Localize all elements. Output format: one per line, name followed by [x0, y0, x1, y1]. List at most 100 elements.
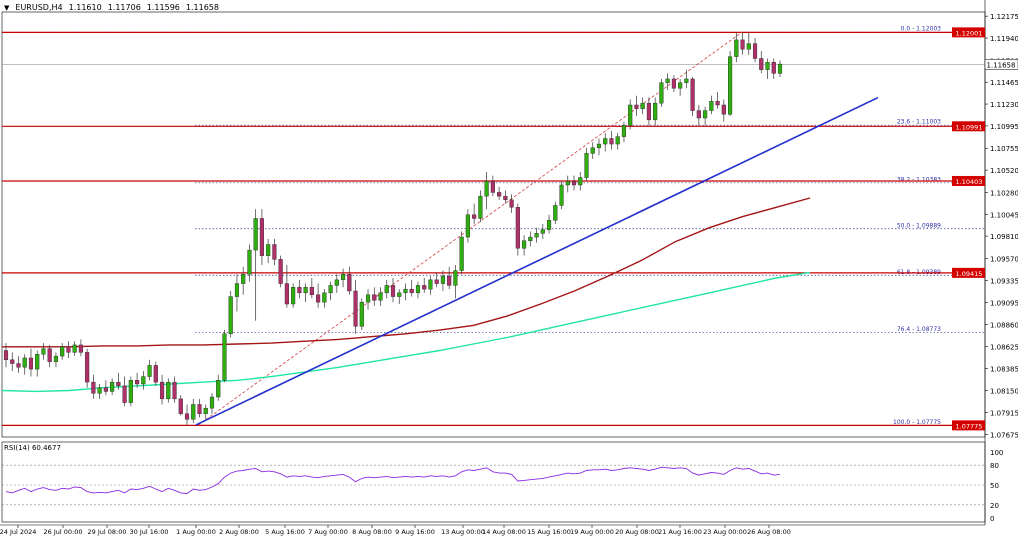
- open-value: 1.11610: [68, 3, 102, 12]
- candle-body: [91, 381, 96, 394]
- x-tick-label: 5 Aug 16:00: [265, 528, 305, 536]
- candle-body: [216, 380, 221, 398]
- candle-body: [28, 357, 34, 370]
- candle-body: [472, 214, 477, 219]
- rsi-panel-frame: [1, 441, 986, 523]
- candle-body: [66, 346, 71, 353]
- candle-body: [153, 365, 158, 383]
- candle-body: [403, 288, 408, 294]
- y-tick-label: 1.10520: [990, 167, 1018, 175]
- candle-body: [721, 104, 726, 115]
- x-tick-label: 1 Aug 00:00: [176, 528, 216, 536]
- candle-body: [78, 344, 83, 353]
- candle-body: [278, 259, 283, 284]
- candle-body: [440, 275, 446, 284]
- candle-body: [122, 385, 127, 403]
- high-value: 1.11706: [107, 3, 141, 12]
- candle-body: [284, 283, 289, 305]
- candle-body: [309, 287, 314, 295]
- x-tick-label: 24 Jul 2024: [0, 528, 36, 536]
- candle-body: [97, 387, 102, 394]
- fib-level-label: 23.6 - 1.11003: [897, 119, 941, 126]
- candle-body: [497, 192, 502, 197]
- y-tick-label: 1.07915: [990, 409, 1018, 417]
- rsi-tick-label: 20: [990, 502, 999, 510]
- candle-body: [184, 413, 190, 420]
- candle-body: [197, 404, 202, 414]
- rsi-tick-label: 0: [990, 515, 994, 523]
- candle-body: [234, 283, 240, 297]
- y-tick-label: 1.10280: [990, 189, 1018, 197]
- current-price-tag-label: 1.11658: [987, 61, 1016, 69]
- y-tick-label: 1.11465: [990, 79, 1018, 87]
- x-tick-label: 26 Jul 00:00: [44, 528, 83, 536]
- x-tick-label: 30 Jul 16:00: [130, 528, 169, 536]
- horizontal-level-tag: [952, 420, 985, 431]
- candle-body: [60, 346, 65, 357]
- candle-body: [752, 43, 758, 59]
- x-tick-label: 20 Aug 08:00: [615, 528, 659, 536]
- candle-body: [103, 387, 108, 392]
- candle-body: [35, 354, 40, 370]
- candle-body: [659, 82, 664, 104]
- y-tick-label: 1.09570: [990, 255, 1018, 263]
- rsi-tick-label: 100: [990, 449, 1003, 457]
- dropdown-triangle-icon[interactable]: ▼: [4, 3, 10, 12]
- candle-body: [515, 207, 520, 249]
- candle-body: [759, 58, 764, 70]
- candle-body: [590, 147, 595, 154]
- candle-body: [690, 78, 695, 111]
- candle-body: [509, 199, 514, 208]
- candle-body: [253, 218, 258, 251]
- candle-body: [565, 181, 570, 186]
- candle-body: [203, 407, 208, 414]
- candle-body: [372, 294, 377, 301]
- symbol-name: EURUSD,H4: [15, 3, 63, 12]
- fib-anchor-line: [197, 31, 743, 426]
- candle-body: [609, 138, 614, 145]
- candle-body: [484, 181, 489, 197]
- candle-body: [703, 110, 708, 119]
- candle-body: [453, 270, 458, 286]
- x-tick-label: 8 Aug 08:00: [352, 528, 392, 536]
- candle-body: [328, 285, 333, 294]
- fib-level-label: 50.0 - 1.09889: [897, 222, 941, 229]
- candle-body: [297, 287, 302, 294]
- candle-body: [378, 292, 383, 301]
- fib-level-label: 100.0 - 1.07775: [893, 419, 941, 426]
- y-tick-label: 1.10995: [990, 123, 1018, 131]
- symbol-header: ▼ EURUSD,H4 1.11610 1.11706 1.11596 1.11…: [4, 3, 219, 12]
- x-tick-label: 23 Aug 00:00: [703, 528, 747, 536]
- y-tick-label: 1.12175: [990, 13, 1018, 21]
- candle-body: [147, 365, 152, 377]
- y-tick-label: 1.09810: [990, 233, 1018, 241]
- moving-average-fast: [1, 271, 811, 393]
- candle-body: [678, 82, 683, 89]
- candle-body: [340, 274, 346, 281]
- x-tick-label: 26 Aug 08:00: [747, 528, 791, 536]
- candle-body: [390, 285, 396, 297]
- y-tick-label: 1.11940: [990, 35, 1018, 43]
- candle-body: [671, 78, 676, 89]
- y-tick-label: 1.08385: [990, 366, 1018, 374]
- horizontal-level-tag: [952, 267, 985, 278]
- rsi-tick-label: 50: [990, 482, 999, 490]
- candle-body: [777, 63, 783, 74]
- y-tick-label: 1.08150: [990, 388, 1018, 396]
- candle-body: [559, 184, 564, 206]
- x-tick-label: 13 Aug 00:00: [441, 528, 485, 536]
- candle-body: [41, 348, 46, 355]
- candle-body: [259, 218, 264, 256]
- candle-body: [603, 138, 608, 145]
- candle-body: [10, 359, 15, 364]
- candle-body: [359, 301, 364, 327]
- candle-body: [191, 404, 196, 420]
- candle-body: [85, 352, 90, 383]
- y-tick-label: 1.09335: [990, 277, 1018, 285]
- horizontal-level-tag-label: 1.10403: [956, 178, 983, 186]
- candle-body: [135, 380, 140, 385]
- candle-body: [347, 274, 352, 292]
- candle-body: [459, 236, 464, 271]
- candle-body: [727, 56, 733, 115]
